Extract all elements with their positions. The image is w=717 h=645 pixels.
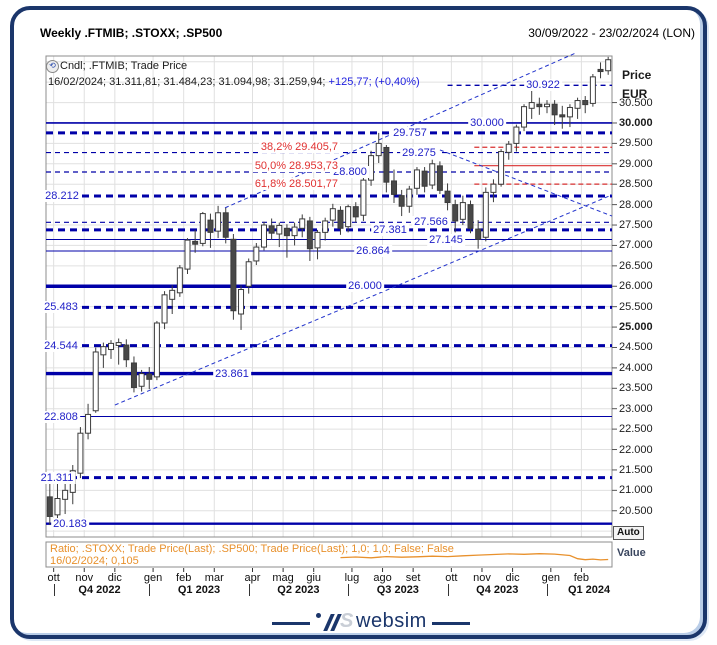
month-label: feb (573, 572, 590, 584)
logo-wordmark: websim (356, 610, 427, 632)
level-label[interactable]: 24.544 (42, 339, 80, 352)
price-axis-label: 22.000 (619, 443, 653, 456)
quarter-separator (149, 584, 151, 596)
price-axis-label: 27.500 (619, 219, 653, 232)
month-label: gen (143, 572, 163, 584)
price-axis-label: 23.500 (619, 382, 653, 395)
quarter-label: Q4 2023 (476, 584, 519, 596)
quarter-label: Q1 2023 (177, 584, 221, 596)
ratio-legend-line1: Ratio; .STOXX; Trade Price(Last); .SP500… (50, 543, 454, 555)
month-label: ago (373, 572, 392, 584)
price-axis-label: 30.500 (619, 96, 653, 109)
quarter-separator (53, 584, 55, 596)
level-label[interactable]: 30.922 (524, 79, 562, 92)
price-axis-label: 22.500 (619, 423, 653, 436)
month-label: feb (176, 572, 192, 584)
level-label[interactable]: 28.800 (331, 165, 369, 178)
month-label: dic (505, 572, 520, 584)
level-label[interactable]: 27.381 (371, 223, 409, 236)
legend-instrument: Cndl; .FTMIB; Trade Price (60, 60, 188, 72)
price-axis-label: 21.000 (619, 484, 653, 497)
level-label[interactable]: 23.861 (213, 367, 251, 380)
month-label: mag (272, 572, 294, 584)
month-label: nov (75, 572, 94, 584)
month-label: dic (107, 572, 122, 584)
fib-level-label[interactable]: 38,2% 29.405,7 (258, 141, 340, 154)
price-axis-label: 28.500 (619, 178, 653, 191)
auto-scale-button[interactable]: Auto (613, 526, 644, 540)
price-axis-label: 28.000 (619, 198, 653, 211)
fib-level-label[interactable]: 50,0% 28.953,73 (252, 159, 340, 172)
month-label: set (405, 572, 421, 584)
legend-ohlc: 16/02/2024; 31.311,81; 31.484,23; 31.094… (48, 76, 329, 88)
date-range-label: 30/09/2022 - 23/02/2024 (LON) (528, 26, 695, 40)
quarter-label: Q1 2024 (567, 584, 611, 596)
price-axis-label: 20.500 (619, 504, 653, 517)
price-axis-label: 23.000 (619, 402, 653, 415)
price-axis-label: 27.000 (619, 239, 653, 252)
price-axis-title-line1: Price (622, 68, 652, 82)
month-label: nov (473, 572, 491, 584)
ratio-legend-line2: 16/02/2024; 0,105 (50, 555, 139, 567)
level-label[interactable]: 29.275 (400, 146, 438, 159)
level-label[interactable]: 28.212 (43, 189, 81, 202)
price-axis-label: 26.500 (619, 259, 653, 272)
level-label[interactable]: 21.311 (38, 471, 76, 484)
quarter-label: Q3 2023 (376, 584, 419, 596)
level-label[interactable]: 25.483 (42, 301, 80, 314)
month-label: ott (445, 572, 458, 584)
level-label[interactable]: 22.808 (42, 410, 80, 423)
window-frame-border (10, 6, 707, 639)
level-label[interactable]: 27.145 (427, 233, 465, 246)
price-axis-label: 24.500 (619, 341, 653, 354)
quarter-separator (546, 584, 548, 596)
month-label: lug (344, 572, 360, 584)
price-axis-label: 25.000 (619, 321, 653, 334)
month-label: ott (47, 572, 60, 584)
logo-right-rule (432, 622, 470, 625)
fib-level-label[interactable]: 61,8% 28.501,77 (252, 178, 340, 191)
quarter-label: Q2 2023 (277, 584, 320, 596)
price-axis-label: 30.000 (619, 116, 653, 129)
price-axis-label: 24.000 (619, 361, 653, 374)
legend-collapse-icon[interactable]: ⟲ (46, 60, 59, 73)
quarter-separator (447, 584, 449, 596)
price-axis-label: 26.000 (619, 280, 653, 293)
price-axis-title: Price EUR (622, 66, 651, 104)
websim-logo: S websim (0, 608, 717, 638)
month-label: mar (204, 572, 224, 584)
quarter-label: Q4 2022 (78, 584, 121, 596)
price-axis-title-line2: EUR (622, 87, 648, 101)
month-label: apr (244, 572, 261, 584)
price-axis-label: 25.500 (619, 300, 653, 313)
page-title: Weekly .FTMIB; .STOXX; .SP500 (40, 26, 223, 40)
price-axis-label: 21.500 (619, 463, 653, 476)
quarter-separator (248, 584, 250, 596)
month-label: gen (541, 572, 560, 584)
logo-left-rule (272, 622, 310, 625)
price-axis-label: 29.000 (619, 157, 653, 170)
level-label[interactable]: 20.183 (51, 517, 89, 530)
logo-s-glyph: S (340, 610, 354, 632)
price-axis-label: 29.500 (619, 137, 653, 150)
level-label[interactable]: 26.864 (354, 244, 392, 257)
quarter-separator (348, 584, 350, 596)
month-label: giu (306, 572, 322, 584)
logo-dot-icon (316, 613, 321, 618)
level-label[interactable]: 27.566 (412, 216, 450, 229)
level-label[interactable]: 26.000 (346, 280, 384, 293)
ratio-axis-title: Value (617, 547, 646, 559)
legend-ohlc-row: 16/02/2024; 31.311,81; 31.484,23; 31.094… (48, 76, 420, 88)
legend-change: +125,77; (+0,40%) (328, 76, 420, 88)
level-label[interactable]: 29.757 (391, 126, 429, 139)
level-label[interactable]: 30.000 (468, 116, 506, 129)
